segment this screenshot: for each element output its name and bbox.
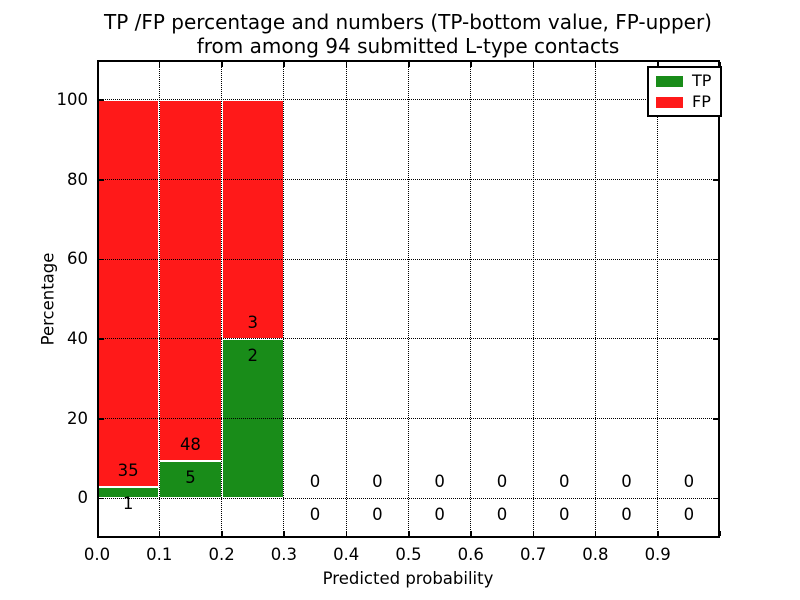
- v-gridline: [158, 60, 160, 538]
- v-gridline: [345, 60, 347, 538]
- fp-count-label: 48: [179, 434, 201, 454]
- y-tick-label: 20: [67, 408, 88, 428]
- x-tick-label: 0.6: [457, 545, 484, 564]
- v-gridline: [657, 60, 659, 538]
- bar-segment-fp: [221, 99, 284, 339]
- x-tick-mark: [532, 62, 535, 67]
- fp-count-label: 0: [496, 472, 508, 492]
- y-tick-mark: [713, 497, 718, 500]
- plot-area: 35 1 48 5 3 2 0 0 0 0 0 0 0 0 0 0 0 0 0 0 TP FP: [96, 60, 723, 538]
- y-tick-label: 100: [56, 89, 89, 109]
- x-tick-mark: [345, 62, 348, 67]
- legend-swatch-fp: [656, 96, 683, 108]
- y-tick-mark: [99, 258, 104, 261]
- x-tick-mark: [470, 62, 472, 67]
- x-tick-label: 0.3: [270, 545, 298, 564]
- x-tick-mark: [719, 531, 721, 536]
- tp-count-label: 0: [683, 505, 695, 525]
- x-tick-mark: [408, 62, 410, 67]
- x-tick-mark: [532, 531, 535, 536]
- y-tick-label: 0: [77, 488, 89, 508]
- chart-title-line2: from among 94 submitted L-type contacts: [196, 34, 620, 58]
- fp-count-label: 0: [434, 472, 445, 492]
- tp-count-label: 0: [309, 505, 321, 525]
- chart-title-line1: TP /FP percentage and numbers (TP-bottom…: [104, 10, 712, 34]
- x-tick-label: 0.8: [582, 545, 609, 564]
- x-tick-mark: [594, 62, 597, 67]
- v-gridline: [470, 60, 472, 538]
- y-tick-label: 40: [67, 328, 88, 348]
- x-tick-label: 0.5: [395, 545, 422, 564]
- x-tick-mark: [719, 62, 721, 67]
- x-tick-mark: [408, 531, 410, 536]
- tp-count-label: 0: [372, 505, 383, 525]
- fp-count-label: 0: [558, 472, 570, 492]
- x-axis-label: Predicted probability: [322, 569, 494, 588]
- x-tick-mark: [221, 531, 223, 536]
- v-gridline: [408, 60, 409, 538]
- v-gridline: [532, 60, 534, 538]
- y-tick-mark: [99, 179, 104, 181]
- y-tick-label: 80: [67, 169, 88, 189]
- fp-count-label: 0: [309, 472, 321, 492]
- y-tick-mark: [99, 99, 104, 101]
- x-tick-label: 0.1: [146, 545, 173, 564]
- y-tick-mark: [99, 497, 104, 500]
- y-tick-mark: [713, 338, 718, 340]
- tp-count-label: 1: [122, 494, 134, 514]
- fp-count-label: 3: [247, 312, 258, 332]
- tp-count-label: 2: [247, 345, 258, 365]
- x-tick-mark: [657, 62, 659, 67]
- x-tick-mark: [594, 531, 597, 536]
- v-gridline: [594, 60, 596, 538]
- chart-title: TP /FP percentage and numbers (TP-bottom…: [104, 10, 712, 58]
- y-tick-mark: [713, 258, 718, 261]
- legend-label-fp: FP: [692, 92, 711, 111]
- legend: TP FP: [647, 66, 723, 117]
- x-tick-mark: [283, 531, 285, 536]
- x-tick-label: 0.4: [333, 545, 360, 564]
- v-gridline: [283, 60, 285, 538]
- x-tick-mark: [221, 62, 223, 67]
- x-tick-label: 0.0: [83, 545, 111, 564]
- x-tick-mark: [470, 531, 472, 536]
- y-tick-mark: [713, 418, 718, 420]
- x-tick-mark: [158, 62, 161, 67]
- x-tick-mark: [96, 531, 98, 536]
- legend-row: TP: [656, 73, 711, 89]
- x-tick-mark: [657, 531, 659, 536]
- x-tick-label: 0.7: [519, 545, 547, 564]
- fp-count-label: 0: [372, 472, 383, 492]
- v-gridline: [221, 60, 223, 538]
- tp-count-label: 5: [185, 467, 196, 487]
- x-tick-mark: [96, 62, 98, 67]
- legend-label-tp: TP: [692, 71, 712, 90]
- x-tick-mark: [158, 531, 161, 536]
- x-tick-mark: [345, 531, 348, 536]
- tp-count-label: 0: [496, 505, 508, 525]
- fp-count-label: 0: [683, 472, 695, 492]
- tp-count-label: 0: [434, 505, 445, 525]
- tp-count-label: 0: [558, 505, 570, 525]
- x-tick-mark: [283, 62, 285, 67]
- bar-segment-fp: [159, 99, 222, 461]
- y-tick-mark: [713, 179, 718, 181]
- y-tick-label: 60: [67, 249, 88, 269]
- legend-row: FP: [656, 94, 711, 110]
- x-tick-label: 0.2: [208, 545, 235, 564]
- fp-count-label: 0: [621, 472, 632, 492]
- x-tick-label: 0.9: [644, 545, 671, 564]
- tp-count-label: 0: [621, 505, 632, 525]
- y-tick-mark: [99, 338, 104, 340]
- fp-count-label: 35: [117, 461, 139, 481]
- bar-segment-fp: [97, 99, 160, 488]
- y-tick-mark: [99, 418, 104, 420]
- legend-swatch-tp: [656, 75, 683, 87]
- y-axis-label: Percentage: [38, 252, 58, 346]
